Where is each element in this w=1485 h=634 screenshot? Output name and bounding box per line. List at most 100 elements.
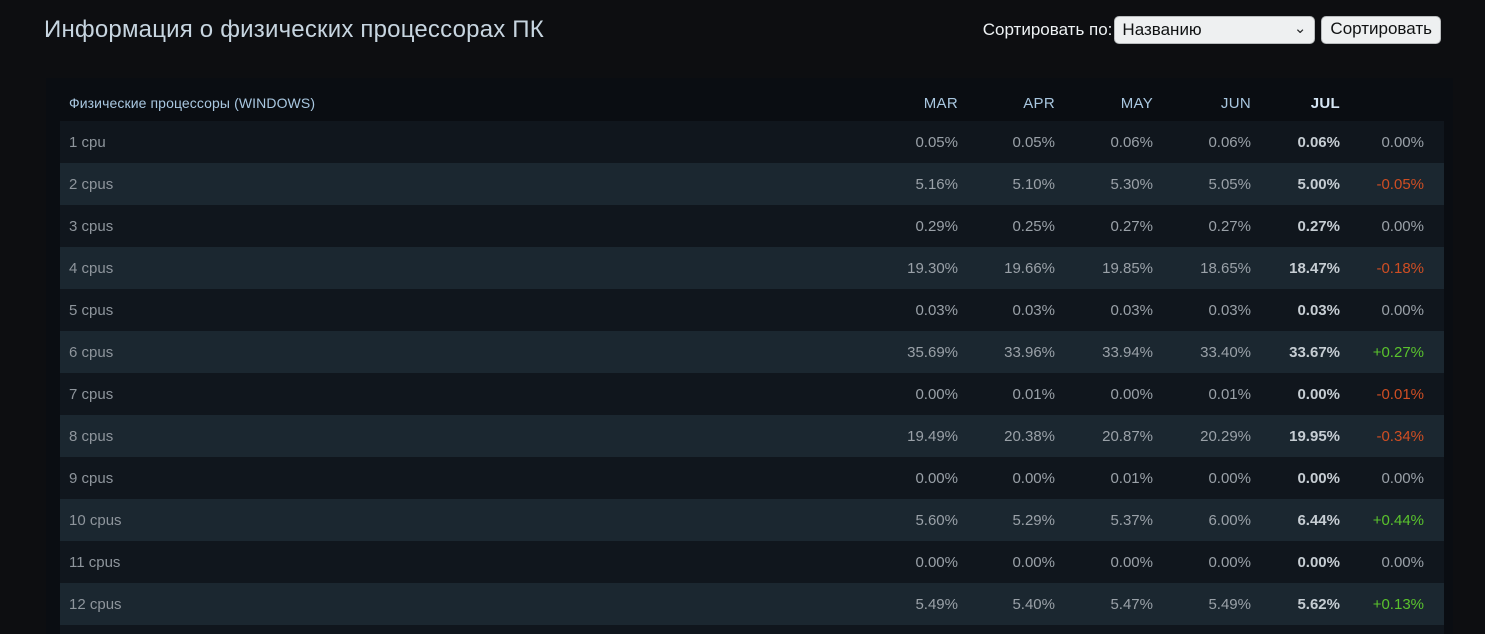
row-label: 8 cpus	[69, 427, 114, 445]
value-jul: 6.44%	[1297, 511, 1340, 529]
value-may: 0.00%	[1110, 553, 1153, 571]
sort-select-wrap: Названию ⌄	[1114, 16, 1316, 44]
table-body: 1 cpu 0.05% 0.05% 0.06% 0.06% 0.06% 0.00% 2 cpu…	[60, 121, 1444, 634]
value-jul: 5.00%	[1297, 175, 1340, 193]
value-may: 5.37%	[1110, 511, 1153, 529]
value-may: 5.30%	[1110, 175, 1153, 193]
table-header-row: Физические процессоры (WINDOWS) MAR APR …	[60, 78, 1444, 121]
value-mar: 35.69%	[907, 343, 958, 361]
table-row: 5 cpus 0.03% 0.03% 0.03% 0.03% 0.03% 0.00%	[60, 289, 1444, 331]
table-row: 4 cpus 19.30% 19.66% 19.85% 18.65% 18.47% -0.1…	[60, 247, 1444, 289]
column-header-jun: JUN	[1220, 94, 1251, 112]
value-may: 0.00%	[1110, 385, 1153, 403]
value-jul: 0.03%	[1297, 301, 1340, 319]
table-row-partial	[60, 625, 1444, 634]
value-jun: 0.00%	[1208, 469, 1251, 487]
value-apr: 0.00%	[1012, 553, 1055, 571]
value-change: 0.00%	[1381, 553, 1424, 571]
value-jul: 0.06%	[1297, 133, 1340, 151]
sort-by-label: Сортировать по:	[982, 20, 1113, 39]
value-mar: 0.05%	[915, 133, 958, 151]
value-jul: 19.95%	[1289, 427, 1340, 445]
value-change: 0.00%	[1381, 217, 1424, 235]
value-jul: 0.00%	[1297, 385, 1340, 403]
value-mar: 0.00%	[915, 385, 958, 403]
row-label: 1 cpu	[69, 133, 106, 151]
value-apr: 5.40%	[1012, 595, 1055, 613]
value-may: 5.47%	[1110, 595, 1153, 613]
row-label: 6 cpus	[69, 343, 114, 361]
table-row: 1 cpu 0.05% 0.05% 0.06% 0.06% 0.06% 0.00%	[60, 121, 1444, 163]
sort-select[interactable]: Названию	[1114, 16, 1316, 44]
value-change: -0.01%	[1376, 385, 1424, 403]
value-apr: 0.03%	[1012, 301, 1055, 319]
value-mar: 0.00%	[915, 469, 958, 487]
table-row: 12 cpus 5.49% 5.40% 5.47% 5.49% 5.62% +0.13%	[60, 583, 1444, 625]
table-row: 6 cpus 35.69% 33.96% 33.94% 33.40% 33.67% +0.2…	[60, 331, 1444, 373]
value-may: 33.94%	[1102, 343, 1153, 361]
value-change: 0.00%	[1381, 469, 1424, 487]
value-jul: 0.00%	[1297, 469, 1340, 487]
value-may: 20.87%	[1102, 427, 1153, 445]
value-jun: 0.01%	[1208, 385, 1251, 403]
table-row: 8 cpus 19.49% 20.38% 20.87% 20.29% 19.95% -0.3…	[60, 415, 1444, 457]
value-change: +0.44%	[1372, 511, 1424, 529]
row-label: 4 cpus	[69, 259, 114, 277]
row-label: 11 cpus	[69, 553, 121, 571]
sort-button[interactable]: Сортировать	[1321, 16, 1441, 44]
page-header: Информация о физических процессорах ПК С…	[0, 0, 1485, 46]
value-change: +0.27%	[1372, 343, 1424, 361]
value-may: 0.03%	[1110, 301, 1153, 319]
row-label: 12 cpus	[69, 595, 122, 613]
value-apr: 0.25%	[1012, 217, 1055, 235]
value-mar: 19.49%	[907, 427, 958, 445]
value-mar: 5.49%	[915, 595, 958, 613]
column-header-apr: APR	[1023, 94, 1055, 112]
value-jun: 6.00%	[1208, 511, 1251, 529]
row-label: 7 cpus	[69, 385, 114, 403]
value-apr: 0.00%	[1012, 469, 1055, 487]
table-row: 10 cpus 5.60% 5.29% 5.37% 6.00% 6.44% +0.44%	[60, 499, 1444, 541]
value-jun: 5.05%	[1208, 175, 1251, 193]
value-jun: 33.40%	[1200, 343, 1251, 361]
value-apr: 5.10%	[1012, 175, 1055, 193]
value-change: +0.13%	[1372, 595, 1424, 613]
row-label: 2 cpus	[69, 175, 114, 193]
value-jul: 33.67%	[1289, 343, 1340, 361]
value-may: 19.85%	[1102, 259, 1153, 277]
value-mar: 0.29%	[915, 217, 958, 235]
value-jun: 18.65%	[1200, 259, 1251, 277]
value-mar: 19.30%	[907, 259, 958, 277]
table-row: 3 cpus 0.29% 0.25% 0.27% 0.27% 0.27% 0.00%	[60, 205, 1444, 247]
value-apr: 33.96%	[1004, 343, 1055, 361]
value-jun: 0.27%	[1208, 217, 1251, 235]
value-may: 0.27%	[1110, 217, 1153, 235]
value-jun: 0.06%	[1208, 133, 1251, 151]
value-jul: 0.27%	[1297, 217, 1340, 235]
value-jul: 5.62%	[1297, 595, 1340, 613]
value-mar: 5.16%	[915, 175, 958, 193]
value-jun: 0.03%	[1208, 301, 1251, 319]
value-apr: 5.29%	[1012, 511, 1055, 529]
table-title: Физические процессоры (WINDOWS)	[69, 95, 316, 111]
value-apr: 20.38%	[1004, 427, 1055, 445]
row-label: 9 cpus	[69, 469, 114, 487]
value-jun: 0.00%	[1208, 553, 1251, 571]
column-header-may: MAY	[1120, 94, 1153, 112]
value-change: -0.05%	[1376, 175, 1424, 193]
value-change: -0.18%	[1376, 259, 1424, 277]
value-jul: 0.00%	[1297, 553, 1340, 571]
cpu-stats-table: Физические процессоры (WINDOWS) MAR APR …	[46, 78, 1453, 634]
value-change: 0.00%	[1381, 133, 1424, 151]
value-apr: 0.05%	[1012, 133, 1055, 151]
value-may: 0.01%	[1110, 469, 1153, 487]
value-apr: 19.66%	[1004, 259, 1055, 277]
table-row: 7 cpus 0.00% 0.01% 0.00% 0.01% 0.00% -0.01%	[60, 373, 1444, 415]
value-may: 0.06%	[1110, 133, 1153, 151]
value-mar: 0.03%	[915, 301, 958, 319]
table-row: 9 cpus 0.00% 0.00% 0.01% 0.00% 0.00% 0.00%	[60, 457, 1444, 499]
value-jun: 5.49%	[1208, 595, 1251, 613]
row-label: 10 cpus	[69, 511, 122, 529]
value-mar: 0.00%	[915, 553, 958, 571]
